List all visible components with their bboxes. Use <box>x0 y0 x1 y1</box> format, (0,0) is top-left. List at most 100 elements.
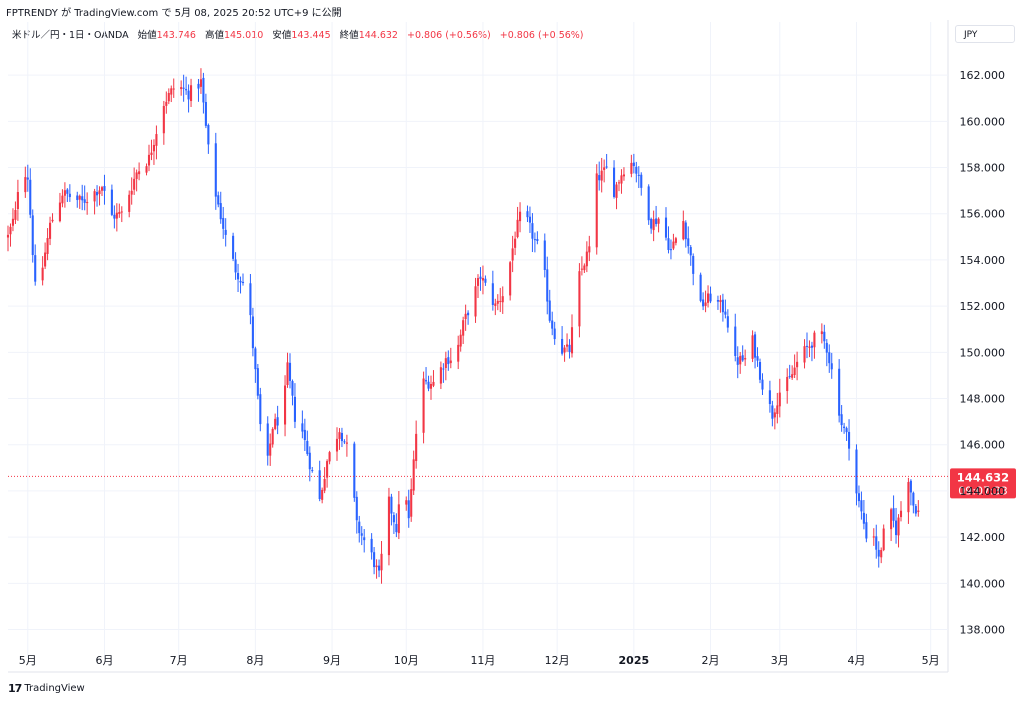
candle-body <box>776 405 779 414</box>
candle-body <box>303 429 306 440</box>
candle-body <box>449 360 452 364</box>
candle-body <box>709 293 712 302</box>
candle-body <box>439 367 442 384</box>
candle-body <box>96 192 99 196</box>
candle-body <box>860 500 863 512</box>
candle-body <box>323 478 326 491</box>
candle-body <box>115 212 118 219</box>
x-tick-label: 5月 <box>922 654 940 667</box>
candle-body <box>476 278 480 286</box>
candle-body <box>459 334 462 347</box>
candle-body <box>741 355 744 361</box>
candle-body <box>44 252 47 267</box>
candle-body <box>617 182 621 184</box>
candle-body <box>699 274 702 301</box>
candle-body <box>843 426 846 428</box>
candle-body <box>848 431 851 449</box>
candle-body <box>605 166 608 168</box>
footer-brand[interactable]: 17 TradingView <box>8 682 85 695</box>
candle-body <box>259 394 262 425</box>
candle-body <box>291 381 294 396</box>
candle-body <box>338 432 341 439</box>
candle-body <box>276 417 279 426</box>
candle-body <box>29 179 32 215</box>
candle-body <box>395 523 398 533</box>
candle-body <box>568 344 571 353</box>
candle-body <box>147 154 151 166</box>
candle-body <box>41 267 44 281</box>
candle-body <box>422 378 425 433</box>
y-tick-label: 148.000 <box>960 393 1006 406</box>
candle-body <box>462 320 465 336</box>
candle-body <box>76 195 79 201</box>
candle-body <box>511 248 514 261</box>
candle-body <box>217 195 220 205</box>
candle-body <box>721 299 724 313</box>
candle-body <box>791 374 794 378</box>
candle-body <box>615 184 618 198</box>
candle-body <box>180 87 183 90</box>
bar-countdown: 09:07:33 <box>958 484 1007 497</box>
candle-body <box>652 219 655 231</box>
candle-body <box>202 77 205 103</box>
candle-body <box>167 92 170 102</box>
candle-body <box>66 189 69 194</box>
candle-body <box>788 375 791 377</box>
candle-body <box>197 83 200 89</box>
candle-body <box>145 166 148 173</box>
candle-body <box>34 255 37 282</box>
candle-body <box>390 496 393 514</box>
candle-body <box>293 396 296 422</box>
candle-body <box>306 440 309 454</box>
candle-body <box>704 302 707 306</box>
candle-body <box>778 392 781 407</box>
candle-body <box>543 240 546 270</box>
candle-body <box>464 313 467 320</box>
x-tick-label: 10月 <box>394 654 419 667</box>
candle-body <box>600 170 603 181</box>
candle-body <box>526 211 529 218</box>
candle-body <box>830 363 833 370</box>
candle-body <box>838 368 841 416</box>
candle-body <box>457 344 460 362</box>
candle-body <box>152 144 155 152</box>
candle-body <box>360 533 363 536</box>
candle-body <box>387 496 390 556</box>
grid <box>8 20 949 673</box>
candle-body <box>768 390 771 405</box>
high-label: 高値 <box>204 30 224 41</box>
x-tick-label: 3月 <box>771 654 789 667</box>
candle-body <box>669 249 672 251</box>
high-value: 145.010 <box>224 30 264 41</box>
change-value-repeat: +0.806 (+0.56%) <box>499 30 584 41</box>
candle-body <box>61 195 64 204</box>
candle-body <box>635 166 638 174</box>
candle-body <box>266 423 269 456</box>
candle-body <box>46 238 49 254</box>
candle-body <box>162 105 165 134</box>
candle-body <box>239 280 242 283</box>
candle-body <box>865 522 868 539</box>
candle-body <box>444 358 447 368</box>
candle-body <box>667 238 670 250</box>
candle-body <box>256 368 259 396</box>
candle-body <box>566 344 569 347</box>
candle-body <box>405 500 408 505</box>
candle-body <box>689 247 692 256</box>
candle-body <box>170 88 173 95</box>
symbol-label[interactable]: 米ドル／円・1日・OANDA <box>12 30 129 41</box>
candle-body <box>531 223 534 239</box>
candle-body <box>657 218 660 224</box>
y-tick-label: 144.000 <box>960 485 1006 498</box>
candle-body <box>204 101 207 126</box>
y-tick-label: 140.000 <box>960 577 1006 590</box>
candle-body <box>415 433 418 462</box>
candle-body <box>429 383 433 389</box>
currency-badge[interactable]: JPY <box>955 25 1015 43</box>
candle-body <box>702 299 705 307</box>
candle-body <box>58 202 61 222</box>
x-tick-label: 4月 <box>847 654 865 667</box>
candle-body <box>561 338 564 354</box>
candle-body <box>880 550 883 558</box>
